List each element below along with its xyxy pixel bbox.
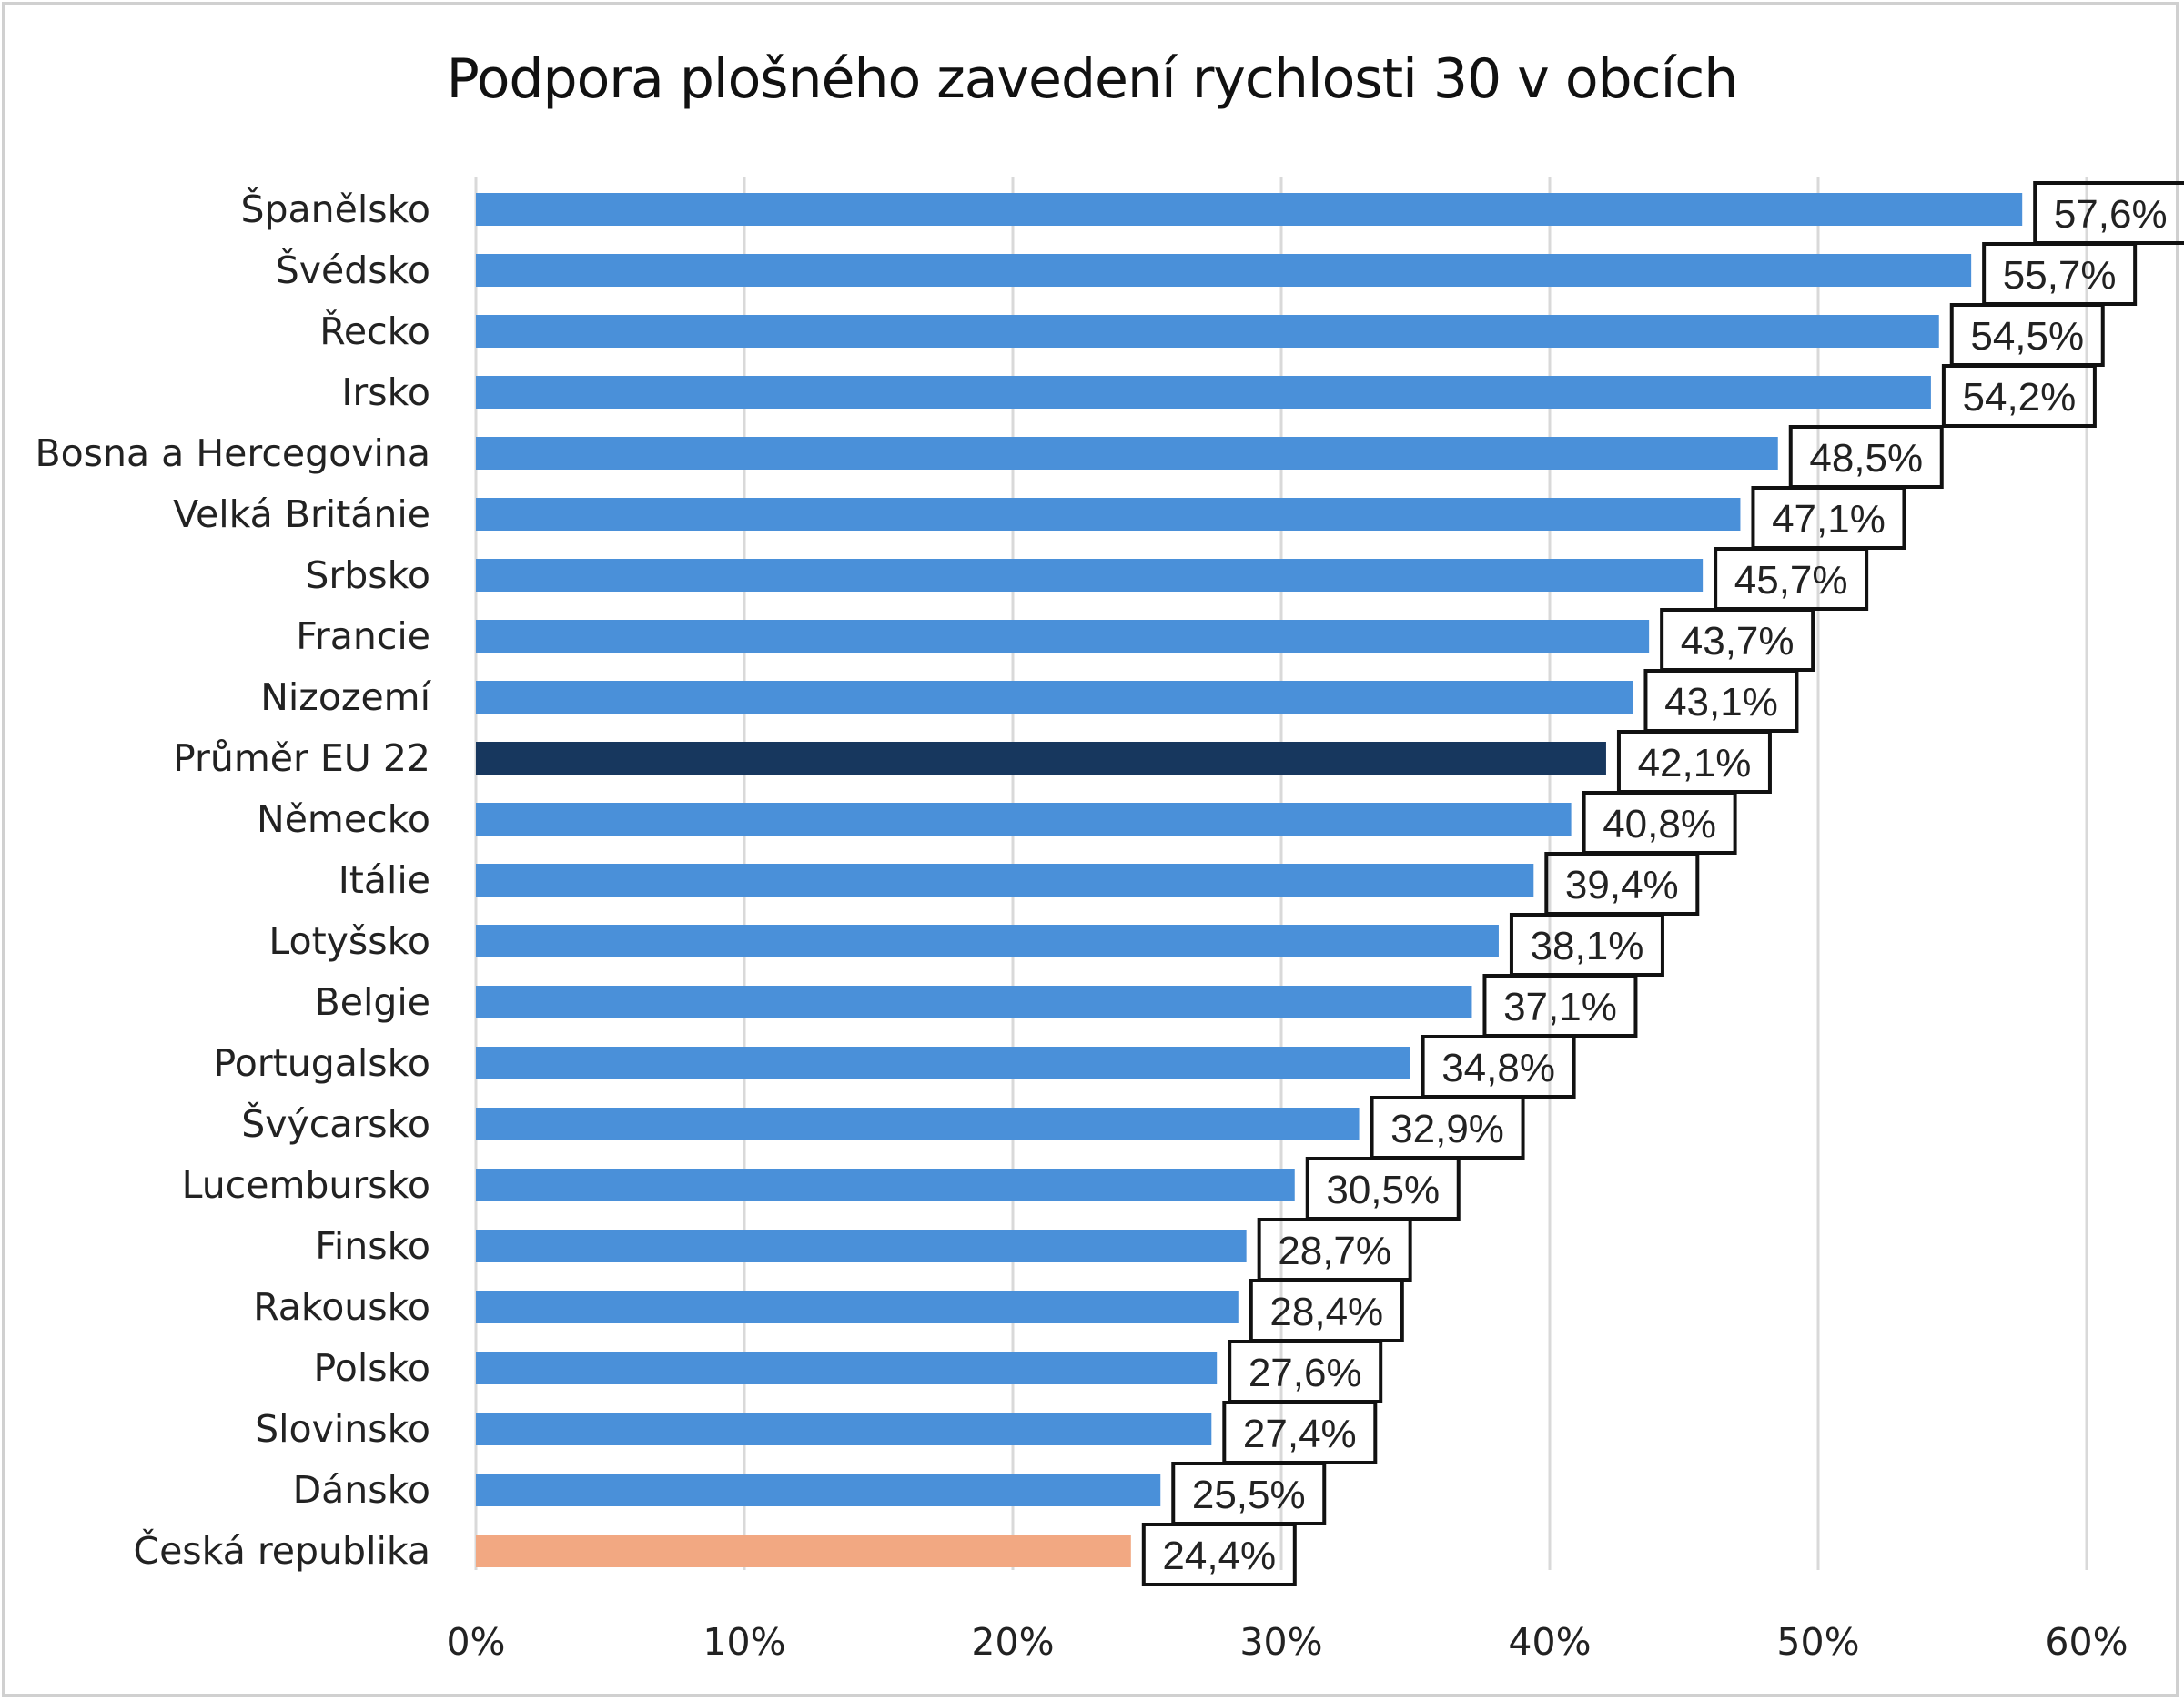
x-tick-label: 30% xyxy=(1239,1620,1322,1664)
data-label: 28,7% xyxy=(1278,1229,1391,1273)
bar xyxy=(476,1352,1218,1384)
data-label: 55,7% xyxy=(2003,253,2117,298)
bar xyxy=(476,986,1472,1018)
category-label: Česká republika xyxy=(133,1529,430,1573)
data-label: 24,4% xyxy=(1162,1534,1276,1578)
data-label: 39,4% xyxy=(1565,863,1679,907)
category-label: Bosna a Hercegovina xyxy=(35,431,430,475)
data-label: 27,6% xyxy=(1249,1351,1362,1395)
bar xyxy=(476,1169,1295,1201)
x-tick-label: 40% xyxy=(1508,1620,1591,1664)
data-label: 54,2% xyxy=(1963,375,2077,420)
category-label: Finsko xyxy=(315,1224,430,1268)
data-label: 42,1% xyxy=(1638,741,1752,785)
category-label: Polsko xyxy=(314,1346,430,1390)
bar xyxy=(476,1413,1212,1445)
category-label: Velká Británie xyxy=(173,492,430,536)
data-label: 43,7% xyxy=(1681,619,1795,664)
category-label: Průměr EU 22 xyxy=(173,736,430,780)
bar xyxy=(476,864,1534,897)
category-label: Belgie xyxy=(315,980,430,1024)
data-label: 28,4% xyxy=(1269,1290,1383,1334)
data-label: 34,8% xyxy=(1441,1046,1555,1090)
category-label: Německo xyxy=(257,797,430,841)
category-label: Nizozemí xyxy=(260,675,431,719)
bar xyxy=(476,620,1650,653)
bar xyxy=(476,498,1741,531)
bar xyxy=(476,193,2023,226)
x-tick-label: 0% xyxy=(446,1620,505,1664)
category-label: Lotyšsko xyxy=(268,919,430,963)
category-label: Švédsko xyxy=(276,248,430,292)
data-label: 32,9% xyxy=(1390,1107,1504,1151)
category-label: Francie xyxy=(296,614,430,658)
data-label: 48,5% xyxy=(1809,436,1923,481)
category-label: Španělsko xyxy=(240,187,430,231)
bar xyxy=(476,803,1572,836)
category-label: Srbsko xyxy=(305,553,430,597)
bar xyxy=(476,742,1606,775)
category-label: Švýcarsko xyxy=(241,1102,430,1146)
bar xyxy=(476,315,1939,348)
data-label-box xyxy=(1941,364,2097,428)
category-label: Dánsko xyxy=(293,1468,430,1512)
data-label: 40,8% xyxy=(1603,802,1716,846)
data-label: 25,5% xyxy=(1192,1473,1306,1517)
data-label: 38,1% xyxy=(1531,924,1644,968)
bar xyxy=(476,1291,1239,1323)
bar xyxy=(476,559,1704,592)
data-label: 27,4% xyxy=(1243,1412,1357,1456)
category-label: Lucembursko xyxy=(182,1163,430,1207)
category-label: Portugalsko xyxy=(213,1041,430,1085)
data-label: 37,1% xyxy=(1503,985,1617,1029)
data-label: 57,6% xyxy=(2054,192,2168,237)
x-tick-label: 10% xyxy=(703,1620,785,1664)
data-label: 45,7% xyxy=(1734,558,1848,603)
category-label: Itálie xyxy=(339,858,430,902)
x-tick-label: 20% xyxy=(971,1620,1054,1664)
data-label: 54,5% xyxy=(1970,314,2084,359)
bar xyxy=(476,376,1931,409)
data-label: 30,5% xyxy=(1326,1168,1440,1212)
data-label: 47,1% xyxy=(1772,497,1886,542)
data-label-box xyxy=(1141,1523,1297,1586)
bar xyxy=(476,1047,1410,1079)
x-tick-label: 60% xyxy=(2045,1620,2128,1664)
bar xyxy=(476,681,1633,714)
chart-title: Podpora plošného zavedení rychlosti 30 v… xyxy=(446,47,1739,111)
bar xyxy=(476,1108,1360,1140)
category-label: Rakousko xyxy=(253,1285,430,1329)
category-label: Slovinsko xyxy=(255,1407,430,1451)
bar xyxy=(476,1474,1161,1506)
bar xyxy=(476,1230,1247,1262)
x-tick-label: 50% xyxy=(1776,1620,1859,1664)
category-label: Irsko xyxy=(341,370,430,414)
category-label: Řecko xyxy=(319,309,430,353)
data-label: 43,1% xyxy=(1664,680,1778,724)
bar xyxy=(476,254,1972,287)
bar xyxy=(476,437,1778,470)
bar xyxy=(476,925,1499,957)
bar xyxy=(476,1535,1131,1567)
